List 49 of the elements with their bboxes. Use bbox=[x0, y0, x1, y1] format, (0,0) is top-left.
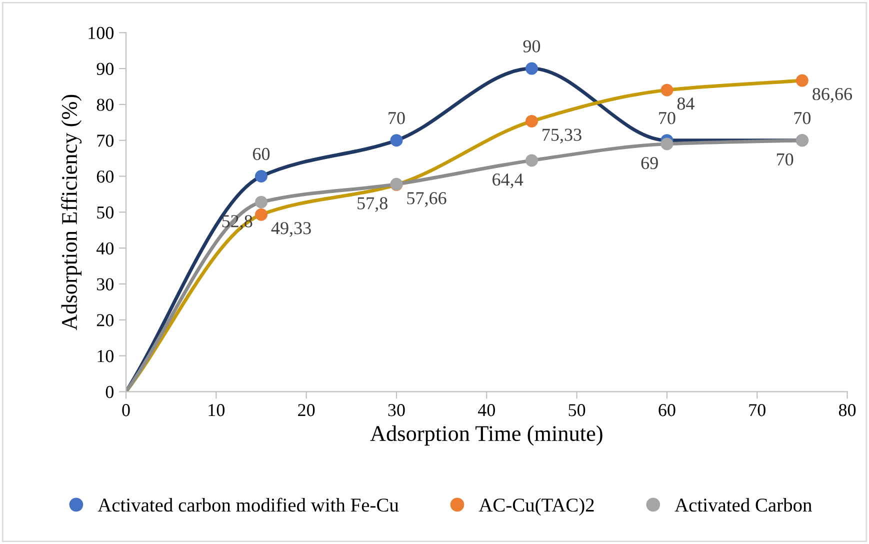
data-label: 64,4 bbox=[492, 174, 524, 188]
data-label: 57,66 bbox=[407, 192, 446, 207]
legend-label: AC-Cu(TAC)2 bbox=[478, 498, 594, 516]
x-tick-label: 60 bbox=[658, 404, 676, 416]
y-tick-label: 20 bbox=[96, 314, 114, 326]
x-tick-label: 30 bbox=[388, 404, 405, 416]
y-tick-label: 80 bbox=[96, 98, 114, 111]
y-tick-label: 30 bbox=[97, 278, 114, 290]
data-label: 75,33 bbox=[542, 128, 582, 144]
data-label: 57,8 bbox=[358, 197, 388, 212]
data-label: 60 bbox=[252, 148, 270, 160]
y-axis-title: Adsorption Efficiency (%) bbox=[61, 94, 82, 330]
y-tick-label: 60 bbox=[96, 170, 114, 183]
y-tick-label: 10 bbox=[98, 350, 114, 362]
legend-label: Activated Carbon bbox=[674, 498, 812, 512]
point bbox=[796, 74, 808, 87]
x-tick-label: 0 bbox=[122, 404, 130, 416]
y-tick-label: 70 bbox=[97, 134, 114, 147]
x-tick-label: 50 bbox=[568, 404, 586, 416]
point bbox=[660, 84, 674, 96]
point bbox=[390, 134, 403, 147]
point bbox=[525, 154, 538, 167]
data-label: 90 bbox=[523, 40, 540, 52]
point bbox=[660, 138, 674, 150]
x-tick-label: 10 bbox=[208, 404, 225, 416]
point bbox=[254, 196, 268, 208]
data-label: 84 bbox=[677, 98, 694, 110]
x-tick-label: 70 bbox=[749, 404, 766, 416]
y-tick-label: 50 bbox=[97, 206, 114, 219]
data-label: 70 bbox=[388, 112, 405, 124]
x-tick-label: 40 bbox=[478, 404, 495, 416]
y-tick-label: 100 bbox=[88, 26, 114, 40]
legend-label: Activated carbon modified with Fe-Cu bbox=[98, 498, 399, 512]
x-tick-label: 20 bbox=[298, 404, 315, 416]
point bbox=[525, 114, 538, 128]
data-label: 69 bbox=[641, 157, 658, 170]
y-tick-label: 0 bbox=[106, 386, 114, 398]
data-label: 70 bbox=[659, 112, 676, 124]
data-label: 70 bbox=[794, 112, 811, 124]
data-label: 86,66 bbox=[812, 88, 852, 103]
point bbox=[254, 208, 268, 221]
data-label: 49,33 bbox=[271, 222, 311, 237]
point bbox=[254, 170, 268, 183]
x-axis-title: Adsorption Time (minute) bbox=[370, 425, 602, 446]
data-label: 70 bbox=[776, 153, 794, 166]
y-tick-label: 90 bbox=[96, 62, 114, 75]
x-tick-label: 80 bbox=[838, 404, 856, 416]
point bbox=[525, 62, 538, 75]
y-tick-label: 40 bbox=[96, 242, 114, 255]
